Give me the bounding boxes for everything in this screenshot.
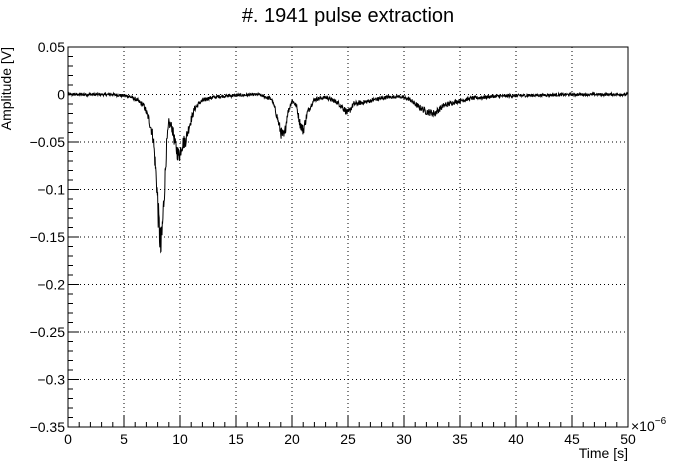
x-tick-label: 30 [396,431,412,447]
chart-title: #. 1941 pulse extraction [242,5,454,27]
x-tick-label: 15 [228,431,244,447]
y-tick-label: −0.2 [37,277,65,293]
x-tick-label: 25 [340,431,356,447]
x-tick-labels: 0 5 10 15 20 25 30 35 40 45 50 [64,431,636,447]
y-tick-label: −0.3 [37,372,65,388]
x-tick-label: 5 [120,431,128,447]
x-multiplier-base: ×10 [631,418,655,434]
x-tick-label: 50 [620,431,636,447]
x-axis-label: Time [s] [579,445,628,461]
y-tick-label: −0.1 [37,182,65,198]
y-tick-label: −0.15 [30,229,66,245]
x-multiplier: ×10−6 [631,416,667,434]
y-tick-label: −0.05 [30,134,66,150]
series-line [67,91,629,254]
y-tick-labels: 0.05 0 −0.05 −0.1 −0.15 −0.2 −0.25 −0.3 −0.35 [30,39,66,435]
y-tick-label: 0 [57,87,65,103]
x-tick-label: 20 [284,431,300,447]
grid-lines [68,47,628,427]
x-multiplier-exponent: −6 [655,416,667,427]
x-tick-label: 0 [64,431,72,447]
y-axis-label: Amplitude [V] [0,47,14,130]
y-tick-label: 0.05 [38,39,65,55]
x-tick-label: 40 [508,431,524,447]
x-tick-label: 35 [452,431,468,447]
x-tick-label: 45 [564,431,580,447]
x-tick-label: 10 [172,431,188,447]
axis-ticks [67,46,629,428]
y-tick-label: −0.25 [30,324,66,340]
y-tick-label: −0.35 [30,419,66,435]
